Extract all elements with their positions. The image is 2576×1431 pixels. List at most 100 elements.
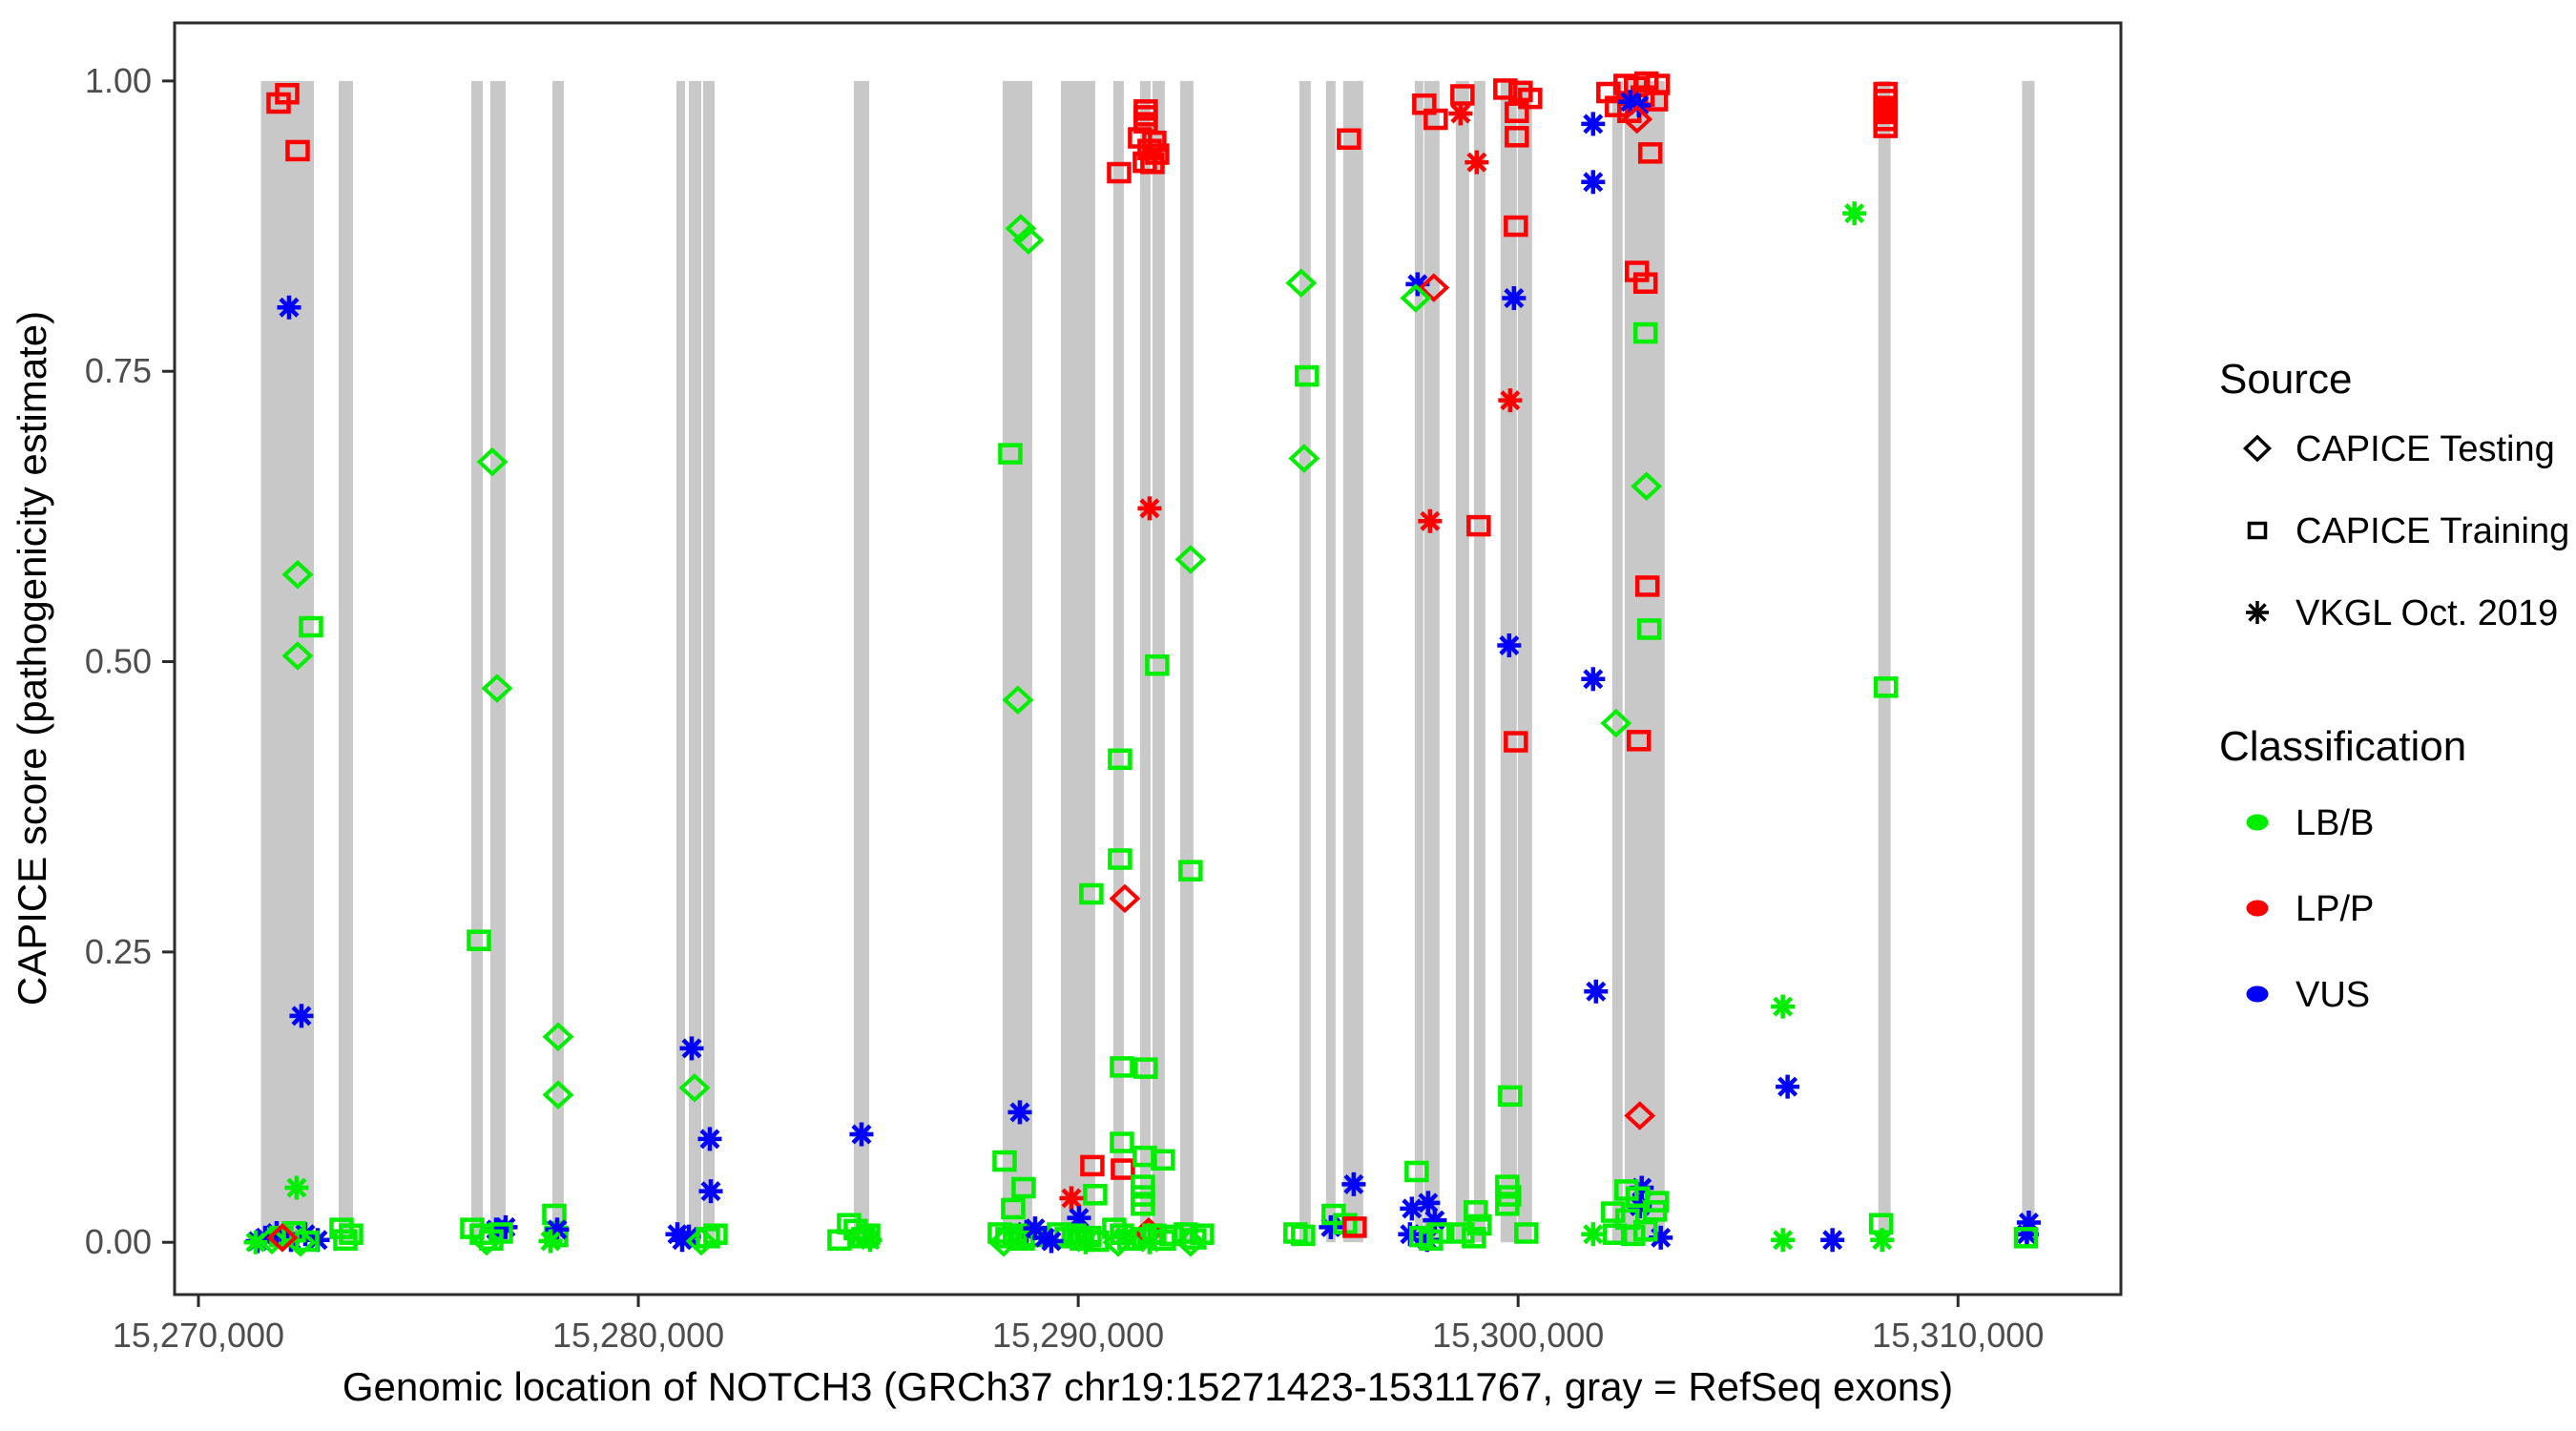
data-point-square	[1632, 272, 1658, 294]
data-point-diamond	[685, 1226, 717, 1256]
exon-bar	[1179, 80, 1194, 1243]
square-icon	[2247, 521, 2268, 540]
legend-item-label: VUS	[2296, 975, 2370, 1015]
data-point-asterisk	[697, 1127, 722, 1151]
data-point-asterisk	[1341, 1172, 1366, 1196]
data-point-square	[1110, 1056, 1134, 1078]
data-point-asterisk	[1820, 1228, 1845, 1253]
data-point-diamond	[1005, 214, 1037, 243]
data-point-square	[1137, 138, 1162, 160]
axes-layer: 15,270,000 15,280,000 15,290,000 15,300,000…	[85, 21, 2123, 1355]
x-tick-label: 15,270,000	[113, 1316, 284, 1355]
exon-bars-layer	[260, 80, 2035, 1243]
y-tick-label: 0.75	[85, 351, 152, 390]
exon-bar	[1298, 80, 1311, 1243]
data-point-square	[1873, 116, 1898, 138]
data-point-square	[2013, 1227, 2039, 1249]
data-point-square	[1504, 215, 1528, 238]
data-point-square	[1079, 882, 1104, 905]
data-point-diamond	[1418, 273, 1450, 302]
data-point-diamond	[987, 1227, 1020, 1257]
data-point-asterisk	[1059, 1186, 1084, 1211]
legend-item-capice-testing: CAPICE Testing	[2242, 429, 2555, 469]
exon-bar	[1624, 80, 1665, 1243]
data-point-asterisk	[1581, 667, 1606, 692]
data-point-asterisk	[1842, 201, 1867, 226]
exon-bar	[1473, 80, 1485, 1243]
data-point-asterisk	[1581, 112, 1606, 136]
x-axis-title: Genomic location of NOTCH3 (GRCh37 chr19…	[343, 1364, 1953, 1409]
data-point-square	[1462, 1227, 1486, 1249]
data-point-diamond	[1174, 545, 1207, 574]
exon-bar	[551, 80, 564, 1243]
legend-item-label: LB/B	[2296, 803, 2374, 843]
data-point-square	[1426, 1222, 1451, 1244]
data-point-square	[998, 443, 1023, 465]
data-point-asterisk	[1039, 1229, 1064, 1254]
exon-bar	[470, 80, 483, 1243]
data-point-square	[1637, 142, 1663, 164]
exon-bar	[338, 80, 353, 1243]
legend-item-vus: VUS	[2246, 975, 2370, 1015]
data-point-asterisk	[698, 1179, 723, 1204]
data-point-asterisk	[1502, 286, 1527, 311]
data-point-square	[1342, 1216, 1367, 1238]
data-point-asterisk	[538, 1229, 563, 1254]
legend-item-label: LP/P	[2296, 889, 2374, 929]
data-point-square	[1182, 1228, 1207, 1250]
data-point-square	[1110, 1131, 1134, 1153]
data-point-square	[1404, 1160, 1429, 1183]
data-point-asterisk	[1073, 1230, 1098, 1255]
data-point-square	[1634, 575, 1660, 597]
data-point-asterisk	[289, 1004, 314, 1028]
data-point-asterisk	[1418, 508, 1443, 533]
data-point-square	[1505, 101, 1529, 123]
data-point-asterisk	[1008, 1100, 1032, 1125]
data-point-diamond	[1288, 444, 1320, 473]
data-point-asterisk	[1023, 1216, 1048, 1241]
data-point-square	[1495, 1194, 1520, 1216]
data-point-asterisk	[1870, 1228, 1895, 1253]
data-point-square	[1642, 1200, 1668, 1222]
exon-bar	[1423, 80, 1440, 1243]
exon-bar	[703, 80, 716, 1243]
data-point-diamond	[1600, 708, 1632, 738]
data-point-square	[1140, 153, 1165, 175]
data-point-diamond	[481, 674, 513, 703]
exon-bar	[1002, 80, 1032, 1243]
vus-dot-icon	[2246, 985, 2269, 1003]
data-point-square	[1011, 1176, 1036, 1199]
data-point-square	[992, 1150, 1017, 1172]
data-point-asterisk	[849, 1122, 874, 1147]
data-point-asterisk	[1584, 979, 1609, 1004]
data-point-square	[1627, 730, 1652, 752]
data-point-square	[827, 1229, 852, 1252]
diamond-icon	[2242, 434, 2273, 463]
data-point-asterisk	[243, 1230, 268, 1255]
x-tick-label: 15,300,000	[1432, 1316, 1604, 1355]
data-point-asterisk	[1498, 388, 1523, 413]
data-point-diamond	[1400, 283, 1432, 313]
data-point-square	[1131, 1194, 1155, 1216]
exon-bar	[853, 80, 869, 1243]
legend-item-label: CAPICE Testing	[2296, 429, 2555, 469]
exon-bar	[1112, 80, 1124, 1243]
data-point-square	[467, 929, 491, 951]
lpp-dot-icon	[2246, 900, 2269, 917]
exon-bar	[1500, 80, 1517, 1243]
data-point-square	[1873, 676, 1899, 698]
data-point-square	[987, 1222, 1012, 1244]
data-point-square	[1636, 618, 1662, 640]
data-point-diamond	[1174, 1227, 1207, 1257]
data-point-square	[299, 615, 323, 638]
data-point-square	[1107, 161, 1132, 184]
data-point-diamond	[1624, 1101, 1656, 1130]
data-point-asterisk	[1771, 994, 1796, 1019]
data-point-square	[1504, 731, 1528, 753]
exon-bar	[1325, 80, 1336, 1243]
legend-item-label: VKGL Oct. 2019	[2296, 593, 2558, 633]
y-tick-label: 0.00	[85, 1222, 152, 1261]
data-point-diamond	[1012, 225, 1045, 255]
exon-bar	[1517, 80, 1532, 1243]
data-point-square	[1464, 1200, 1488, 1222]
